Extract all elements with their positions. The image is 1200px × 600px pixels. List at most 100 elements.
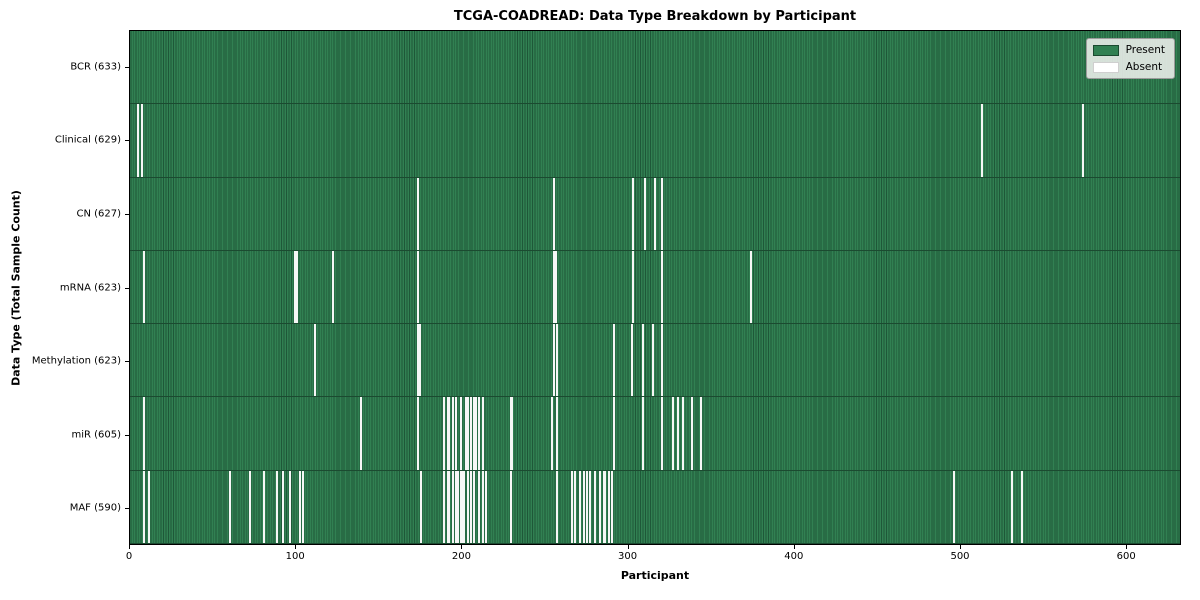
- absent-mark: [474, 397, 477, 470]
- absent-mark: [249, 470, 252, 543]
- absent-mark: [660, 177, 663, 250]
- absent-mark: [443, 470, 446, 543]
- absent-mark: [448, 397, 451, 470]
- x-tick-label: 500: [950, 551, 970, 562]
- y-tick-label-mRNA: mRNA (623): [59, 282, 121, 293]
- absent-mark: [682, 397, 685, 470]
- absent-mark: [148, 470, 151, 543]
- absent-mark: [314, 324, 316, 397]
- absent-mark: [456, 470, 459, 543]
- absent-mark: [282, 470, 285, 543]
- absent-mark: [420, 470, 423, 543]
- absent-mark: [652, 324, 655, 397]
- absent-mark: [632, 177, 635, 250]
- absent-mark: [660, 250, 663, 324]
- absent-mark: [1082, 104, 1084, 177]
- absent-mark: [556, 470, 559, 543]
- absent-mark: [660, 397, 663, 470]
- absent-mark: [552, 177, 555, 250]
- x-tick-mark: [1126, 545, 1128, 549]
- x-tick-label: 300: [618, 551, 638, 562]
- x-tick-mark: [627, 545, 629, 549]
- absent-mark: [610, 470, 613, 543]
- absent-mark: [302, 470, 305, 543]
- absent-mark: [612, 397, 615, 470]
- absent-mark: [473, 397, 476, 470]
- absent-mark: [360, 397, 363, 470]
- absent-mark: [446, 397, 449, 470]
- absent-mark: [143, 470, 146, 543]
- absent-mark: [229, 470, 232, 543]
- y-tick-mark: [125, 66, 129, 68]
- absent-mark: [481, 470, 484, 543]
- absent-mark: [294, 250, 296, 324]
- absent-mark: [469, 397, 472, 470]
- absent-mark: [481, 397, 484, 470]
- heatmap-row-Clinical: [130, 104, 1180, 178]
- y-tick-mark: [125, 508, 129, 510]
- absent-mark: [552, 250, 555, 324]
- absent-mark: [466, 470, 469, 543]
- y-tick-label-MAF: MAF (590): [69, 502, 121, 514]
- absent-swatch-icon: [1092, 61, 1119, 73]
- y-tick-mark: [125, 361, 129, 363]
- x-tick-mark: [960, 545, 961, 549]
- absent-mark: [461, 470, 464, 543]
- absent-mark: [275, 470, 278, 543]
- absent-mark: [463, 470, 466, 543]
- absent-mark: [632, 250, 635, 324]
- absent-mark: [459, 470, 462, 543]
- absent-mark: [677, 397, 680, 470]
- absent-mark: [484, 470, 487, 543]
- absent-mark: [451, 397, 454, 470]
- absent-mark: [443, 397, 446, 470]
- absent-mark: [454, 397, 457, 470]
- plot-area: Present Absent: [129, 30, 1181, 545]
- absent-mark: [136, 104, 139, 177]
- absent-mark: [594, 470, 597, 543]
- legend-item-absent: Absent: [1092, 61, 1165, 73]
- heatmap-row-CN: [130, 177, 1180, 251]
- absent-mark: [466, 397, 469, 470]
- absent-mark: [446, 470, 449, 543]
- x-axis-label: Participant: [620, 569, 690, 582]
- absent-mark: [418, 324, 421, 397]
- heatmap-row-MAF: [130, 470, 1180, 544]
- absent-mark: [552, 324, 555, 397]
- absent-mark: [295, 250, 298, 324]
- x-tick-label: 100: [285, 551, 305, 562]
- absent-mark: [612, 324, 615, 397]
- y-tick-mark: [125, 213, 129, 215]
- absent-mark: [602, 470, 605, 543]
- absent-mark: [451, 470, 454, 543]
- absent-mark: [604, 470, 607, 543]
- absent-mark: [464, 397, 467, 470]
- absent-mark: [143, 250, 146, 324]
- y-tick-label-miR: miR (605): [71, 429, 121, 441]
- legend-label-absent: Absent: [1125, 61, 1163, 73]
- absent-mark: [690, 397, 693, 470]
- absent-mark: [642, 397, 645, 470]
- absent-mark: [599, 470, 602, 543]
- absent-mark: [478, 397, 481, 470]
- absent-mark: [332, 250, 335, 324]
- absent-mark: [654, 177, 656, 250]
- legend-item-present: Present: [1092, 44, 1165, 56]
- legend-label-present: Present: [1125, 44, 1165, 56]
- x-tick-label: 400: [784, 551, 804, 562]
- x-tick-label: 0: [125, 551, 133, 562]
- absent-mark: [952, 470, 955, 543]
- absent-mark: [750, 250, 753, 324]
- absent-mark: [554, 250, 557, 324]
- absent-mark: [644, 177, 646, 250]
- absent-mark: [582, 470, 585, 543]
- absent-mark: [511, 397, 514, 470]
- absent-mark: [454, 470, 457, 543]
- y-tick-label-BCR: BCR (633): [70, 61, 121, 73]
- absent-mark: [416, 397, 419, 470]
- y-tick-label-Clinical: Clinical (629): [54, 134, 121, 146]
- absent-mark: [141, 104, 144, 177]
- absent-mark: [556, 324, 559, 397]
- absent-mark: [143, 397, 146, 470]
- absent-mark: [642, 324, 645, 397]
